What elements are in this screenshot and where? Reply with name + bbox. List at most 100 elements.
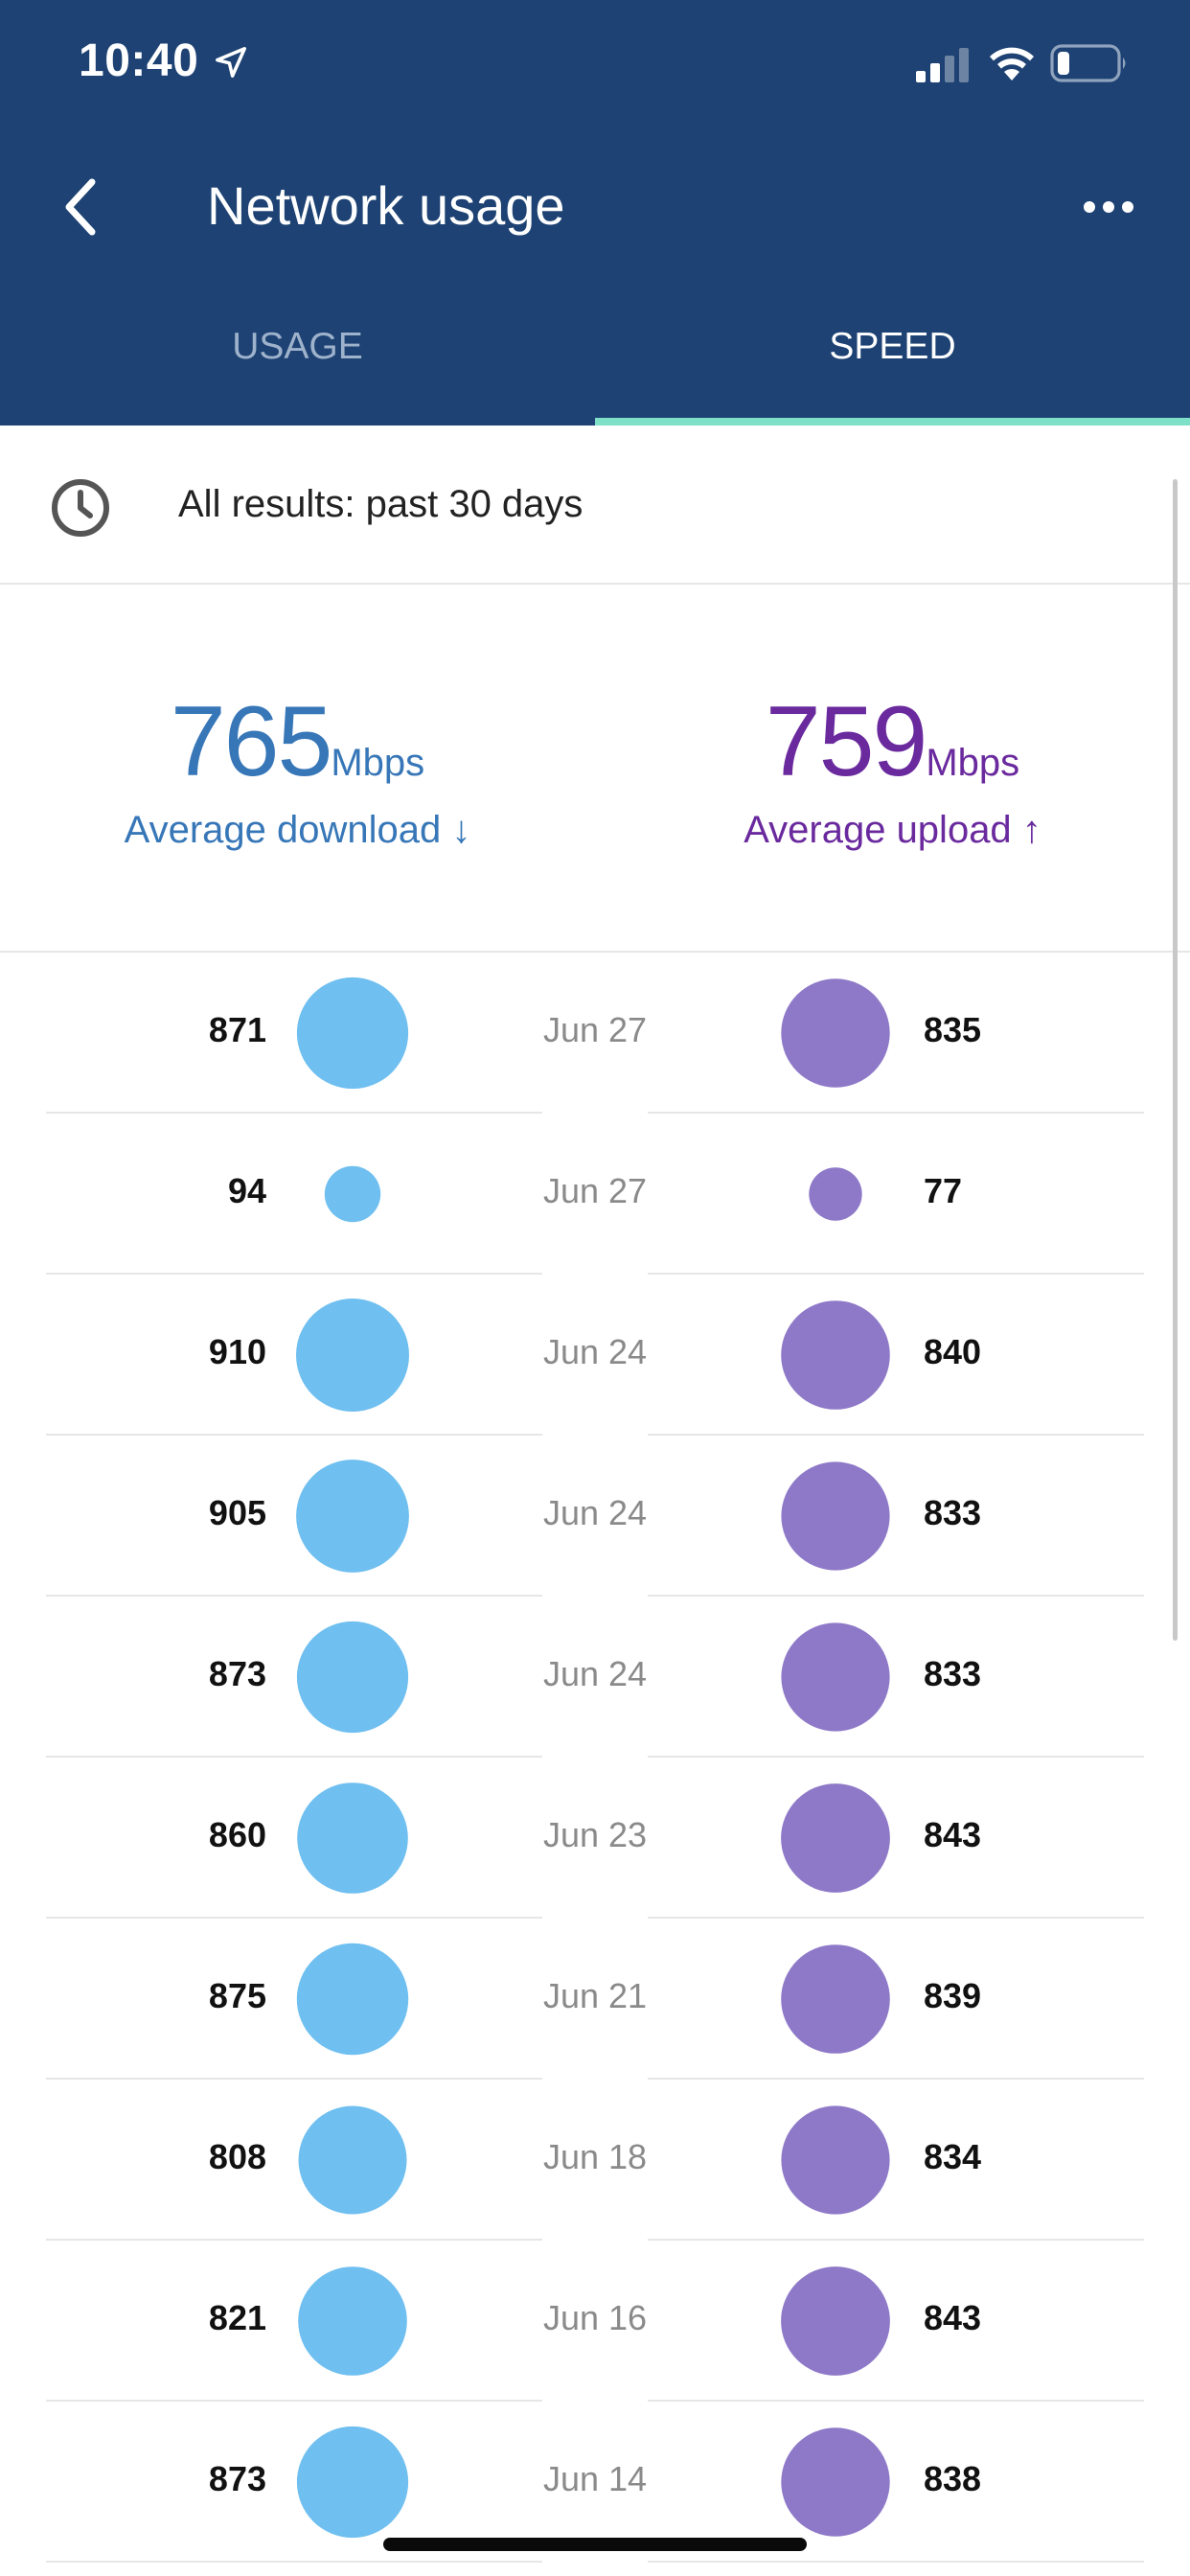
average-upload-value: 759	[765, 686, 928, 797]
average-upload-label: Average upload ↑	[744, 809, 1041, 851]
row-divider	[46, 2239, 542, 2241]
back-button[interactable]	[52, 169, 109, 245]
more-options-button[interactable]	[1077, 188, 1140, 226]
result-date: Jun 24	[542, 1654, 648, 1693]
upload-speed-value: 843	[924, 2298, 982, 2337]
speed-bubbles	[298, 2105, 890, 2215]
row-divider	[648, 1917, 1144, 1919]
result-row[interactable]: 910 Jun 24 840	[0, 1275, 1190, 1436]
upload-speed-bubble	[781, 2427, 890, 2537]
row-divider	[46, 2400, 542, 2402]
upload-speed-bubble	[781, 2266, 890, 2376]
upload-speed-value: 77	[924, 1171, 963, 1210]
upload-speed-value: 833	[924, 1493, 982, 1532]
download-speed-value: 910	[208, 1332, 266, 1371]
download-speed-value: 821	[208, 2298, 266, 2337]
result-row[interactable]: 873 Jun 14 838	[0, 2402, 1190, 2563]
download-speed-bubble	[296, 977, 409, 1090]
download-speed-value: 875	[208, 1976, 266, 2015]
upload-speed-bubble	[809, 1167, 862, 1221]
average-upload-unit: Mbps	[926, 742, 1020, 784]
speed-bubbles	[297, 1782, 890, 1894]
average-download-label: Average download ↓	[124, 809, 471, 851]
result-row[interactable]: 875 Jun 21 839	[0, 1919, 1190, 2080]
result-date: Jun 24	[542, 1332, 648, 1371]
download-speed-bubble	[324, 1165, 381, 1223]
row-divider	[648, 2239, 1144, 2241]
result-date: Jun 16	[542, 2298, 648, 2337]
download-speed-bubble	[297, 1782, 408, 1894]
wifi-icon	[990, 47, 1034, 80]
upload-speed-bubble	[781, 1300, 890, 1410]
row-divider	[46, 1112, 542, 1114]
location-arrow-icon	[216, 47, 246, 78]
average-download-value: 765	[170, 686, 333, 797]
speed-bubbles	[296, 2426, 890, 2539]
download-speed-bubble	[296, 1460, 409, 1573]
row-divider	[648, 1273, 1144, 1275]
download-speed-value: 873	[208, 1654, 266, 1693]
home-indicator	[383, 2538, 807, 2551]
more-dot-icon	[1103, 201, 1114, 213]
upload-speed-value: 838	[924, 2459, 982, 2498]
row-divider	[46, 1756, 542, 1758]
download-speed-bubble	[296, 1943, 409, 2056]
upload-speed-bubble	[781, 1783, 890, 1893]
upload-speed-bubble	[781, 1622, 890, 1732]
page-title: Network usage	[207, 175, 565, 236]
cellular-signal-icon	[916, 48, 969, 82]
result-date: Jun 14	[542, 2459, 648, 2498]
download-speed-bubble	[296, 1299, 409, 1412]
upload-speed-value: 840	[924, 1332, 982, 1371]
result-date: Jun 27	[542, 1171, 648, 1210]
average-upload: 759Mbps Average upload ↑	[595, 692, 1190, 852]
status-bar: 10:40	[0, 0, 1190, 126]
average-download-unit: Mbps	[331, 742, 425, 784]
scrollbar[interactable]	[1173, 479, 1178, 1641]
result-row[interactable]: 873 Jun 24 833	[0, 1597, 1190, 1758]
download-speed-bubble	[298, 2105, 407, 2215]
result-row[interactable]: 905 Jun 24 833	[0, 1436, 1190, 1597]
result-row[interactable]: 94 Jun 27 77	[0, 1114, 1190, 1275]
download-speed-value: 905	[208, 1493, 266, 1532]
tab-speed[interactable]: SPEED	[595, 326, 1190, 426]
app-bar: 10:40 Network usage USAGE	[0, 0, 1190, 426]
result-row[interactable]: 821 Jun 16 843	[0, 2241, 1190, 2402]
row-divider	[46, 2561, 542, 2563]
chevron-left-icon	[65, 178, 96, 236]
result-row[interactable]: 860 Jun 23 843	[0, 1758, 1190, 1919]
tab-indicator	[595, 418, 1190, 426]
tab-usage-label: USAGE	[232, 326, 363, 367]
result-row[interactable]: 871 Jun 27 835	[0, 953, 1190, 1114]
more-dot-icon	[1084, 201, 1095, 213]
speed-bubbles	[298, 2266, 890, 2376]
row-divider	[46, 1917, 542, 1919]
row-divider	[648, 2078, 1144, 2080]
result-date: Jun 18	[542, 2137, 648, 2176]
time-range-filter[interactable]	[0, 426, 1190, 585]
result-row[interactable]: 808 Jun 18 834	[0, 2080, 1190, 2241]
clock-icon	[52, 479, 109, 537]
upload-speed-value: 839	[924, 1976, 982, 2015]
download-speed-value: 871	[208, 1010, 266, 1049]
result-date: Jun 24	[542, 1493, 648, 1532]
upload-speed-bubble	[781, 978, 890, 1088]
tab-usage[interactable]: USAGE	[0, 326, 595, 426]
upload-speed-value: 833	[924, 1654, 982, 1693]
upload-speed-bubble	[781, 2105, 890, 2215]
row-divider	[46, 1273, 542, 1275]
battery-icon	[1050, 44, 1126, 82]
upload-speed-value: 843	[924, 1815, 982, 1854]
speed-bubbles	[324, 1165, 862, 1223]
download-speed-bubble	[298, 2266, 407, 2376]
download-speed-bubble	[296, 2426, 409, 2539]
row-divider	[648, 1112, 1144, 1114]
result-date: Jun 23	[542, 1815, 648, 1854]
upload-speed-value: 834	[924, 2137, 982, 2176]
upload-speed-bubble	[781, 1461, 890, 1571]
row-divider	[648, 1756, 1144, 1758]
upload-speed-bubble	[781, 1944, 890, 2054]
result-date: Jun 21	[542, 1976, 648, 2015]
row-divider	[648, 1595, 1144, 1597]
row-divider	[46, 1595, 542, 1597]
